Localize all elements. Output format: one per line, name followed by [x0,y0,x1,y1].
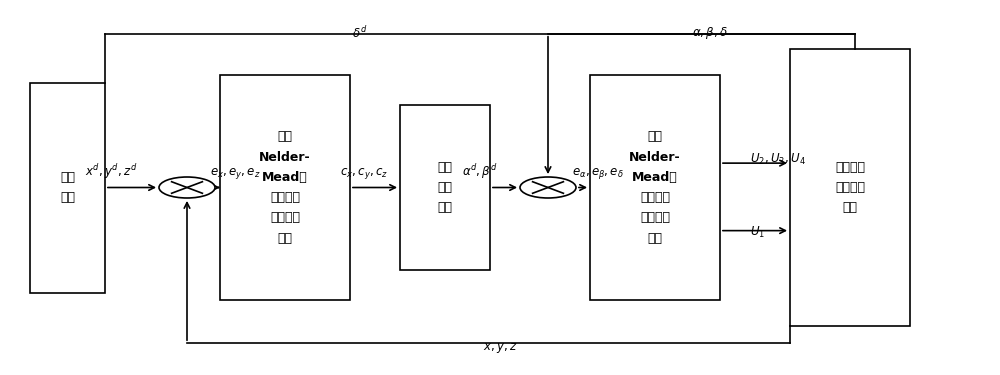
Text: $x, y, z$: $x, y, z$ [483,341,517,355]
Text: 制器: 制器 [648,232,662,244]
Text: 模型: 模型 [843,201,858,214]
Text: 制器: 制器 [278,232,293,244]
Text: $e_x, e_y, e_z$: $e_x, e_y, e_z$ [210,166,261,181]
Circle shape [159,177,215,198]
Text: 基于: 基于 [278,130,293,143]
Circle shape [520,177,576,198]
Text: 阶姿态控: 阶姿态控 [640,211,670,224]
Text: Nelder-: Nelder- [629,151,681,164]
Text: 期望: 期望 [438,181,452,194]
Text: Mead算: Mead算 [632,171,678,184]
Text: Mead算: Mead算 [262,171,308,184]
Text: $\alpha^d, \beta^d$: $\alpha^d, \beta^d$ [462,162,498,181]
Text: 姿态: 姿态 [438,201,452,214]
Text: 求解: 求解 [438,161,452,174]
Text: 四轴无人: 四轴无人 [835,161,865,174]
Text: $U_1$: $U_1$ [750,225,765,240]
Text: 机动力学: 机动力学 [835,181,865,194]
Text: 期望: 期望 [60,171,75,184]
Text: 阶位置控: 阶位置控 [270,211,300,224]
Text: 基于: 基于 [648,130,662,143]
Text: $x^d, y^d, z^d$: $x^d, y^d, z^d$ [85,162,138,181]
FancyBboxPatch shape [30,82,105,292]
FancyBboxPatch shape [400,105,490,270]
FancyBboxPatch shape [220,75,350,300]
FancyBboxPatch shape [790,49,910,326]
Text: $c_x, c_y, c_z$: $c_x, c_y, c_z$ [340,166,388,181]
Text: Nelder-: Nelder- [259,151,311,164]
Text: $\delta^d$: $\delta^d$ [352,25,368,41]
Text: $e_\alpha, e_\beta, e_\delta$: $e_\alpha, e_\beta, e_\delta$ [572,166,624,181]
Text: $U_2, U_3, U_4$: $U_2, U_3, U_4$ [750,152,806,167]
Text: 轨迹: 轨迹 [60,191,75,204]
Text: $\alpha, \beta, \delta$: $\alpha, \beta, \delta$ [692,25,728,41]
Text: 法的分数: 法的分数 [270,191,300,204]
FancyBboxPatch shape [590,75,720,300]
Text: 法的分数: 法的分数 [640,191,670,204]
